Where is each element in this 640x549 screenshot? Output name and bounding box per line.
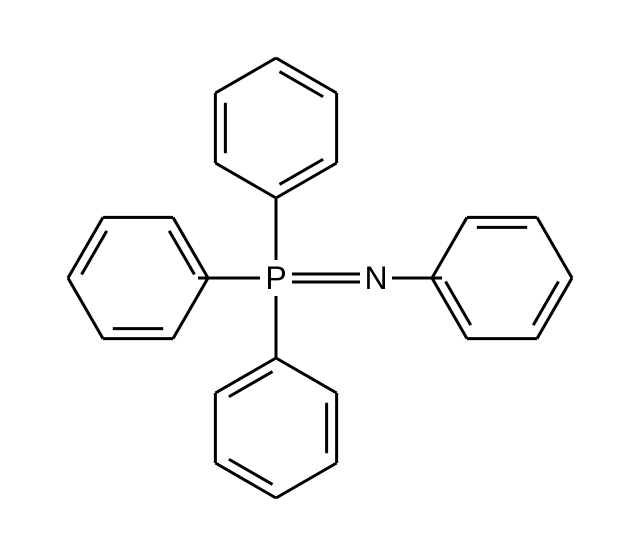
bond-line bbox=[82, 231, 107, 275]
bond-line bbox=[279, 72, 323, 97]
bond-line bbox=[276, 358, 337, 393]
bond-line bbox=[446, 281, 471, 325]
bond-line bbox=[432, 217, 467, 278]
bond-line bbox=[229, 459, 273, 484]
bond-line bbox=[169, 231, 194, 275]
bond-line bbox=[279, 159, 323, 184]
bond-line bbox=[229, 372, 273, 397]
bond-line bbox=[215, 163, 276, 198]
atom-label: N bbox=[364, 260, 387, 296]
bond-line bbox=[215, 58, 276, 93]
bond-line bbox=[173, 278, 208, 339]
bond-line bbox=[533, 281, 558, 325]
bond-line bbox=[276, 463, 337, 498]
bond-line bbox=[537, 217, 572, 278]
atom-label: P bbox=[265, 260, 286, 296]
bond-line bbox=[68, 278, 103, 339]
molecule-svg: PN bbox=[0, 0, 640, 549]
